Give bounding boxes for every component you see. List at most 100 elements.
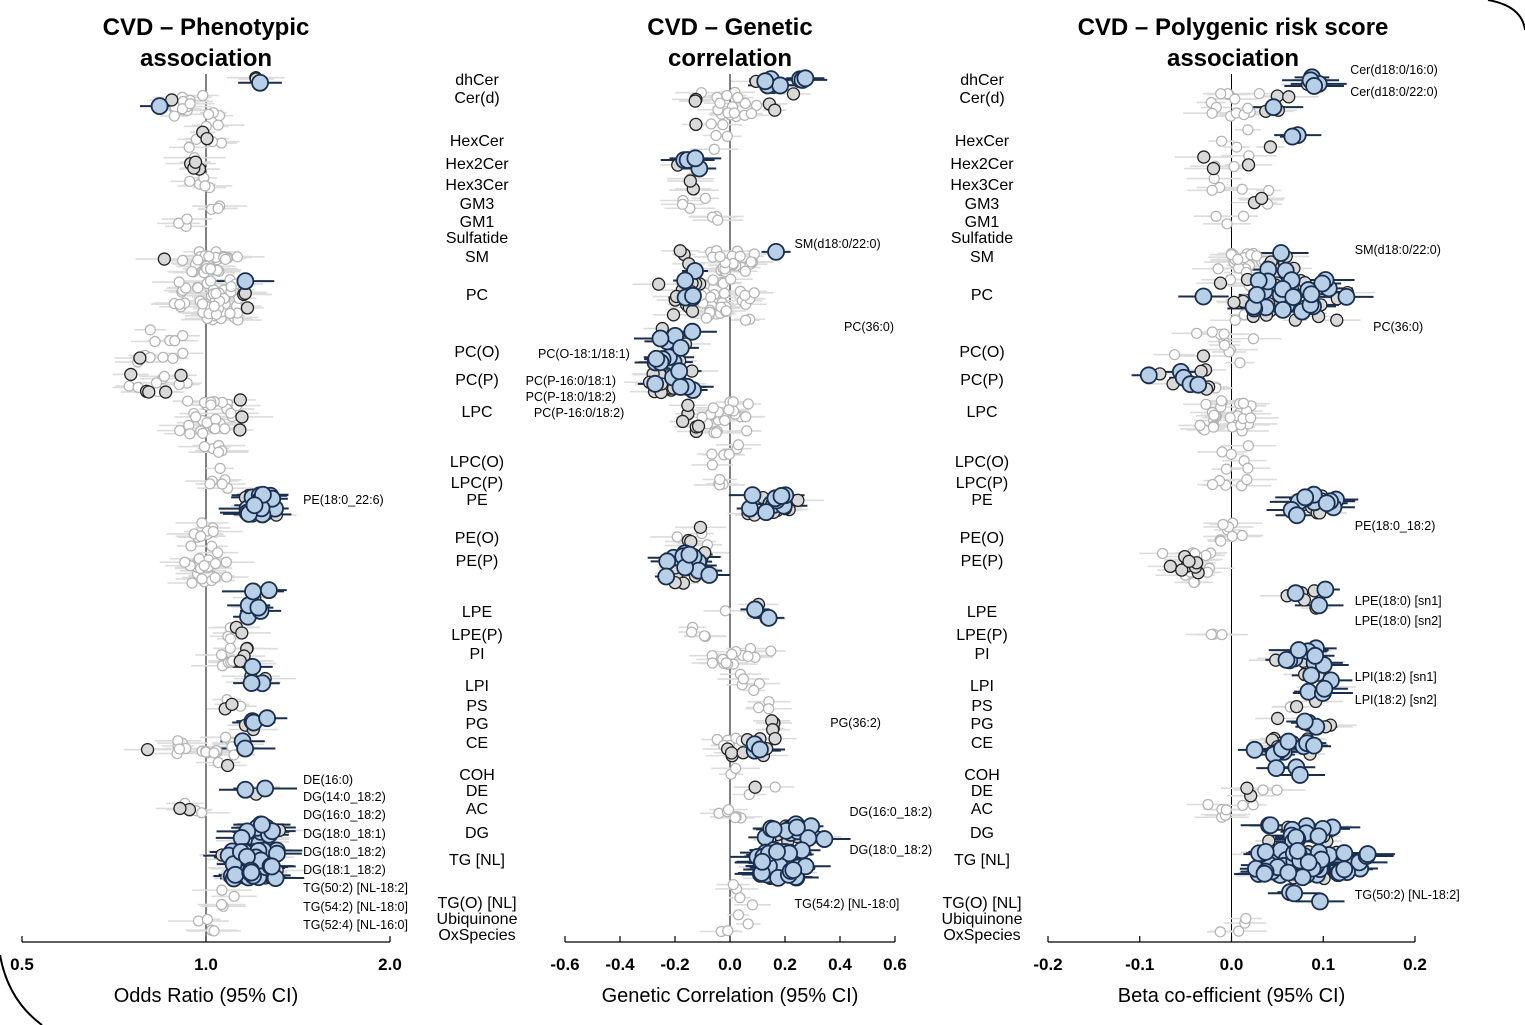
point-not-significant <box>707 402 719 414</box>
point-not-significant <box>192 282 204 294</box>
point-nominal <box>651 277 666 291</box>
class-label-pi: PI <box>469 646 484 663</box>
class-label-lpi: LPI <box>970 678 994 695</box>
panel-title-line: CVD – Polygenic risk score <box>1078 14 1389 41</box>
annotation-pe-18-0-18-2: PE(18:0_18:2) <box>1355 519 1436 533</box>
point-not-significant <box>176 254 189 267</box>
annotation-tg-52-4-nl-16-0: TG(52:4) [NL-16:0] <box>303 918 408 932</box>
point-highlighted <box>757 503 775 522</box>
point-not-significant <box>1205 628 1217 641</box>
point-not-significant <box>1168 349 1181 361</box>
point-not-significant <box>167 352 179 365</box>
point-highlighted <box>1358 845 1377 863</box>
point-highlighted <box>1316 580 1335 599</box>
point-not-significant <box>1156 547 1169 560</box>
class-label-oxspecies: OxSpecies <box>943 927 1020 944</box>
class-label-tg-nl: TG [NL] <box>449 852 505 869</box>
page-edge-curve-bottom-left <box>0 954 43 1025</box>
point-not-significant <box>1191 327 1203 339</box>
point-not-significant <box>210 287 222 299</box>
point-not-significant <box>1218 339 1231 351</box>
point-not-significant <box>197 427 209 439</box>
point-not-significant <box>173 276 185 288</box>
point-not-significant <box>1237 397 1250 409</box>
point-not-significant <box>706 459 718 471</box>
point-not-significant <box>1253 87 1265 100</box>
point-not-significant <box>183 141 195 153</box>
point-not-significant <box>186 577 198 589</box>
point-not-significant <box>196 298 209 310</box>
point-not-significant <box>1226 530 1238 542</box>
x-axis-label: Beta co-efficient (95% CI) <box>1118 985 1346 1007</box>
point-not-significant <box>746 899 759 911</box>
annotation-pc-36-0: PC(36:0) <box>1373 320 1423 334</box>
point-highlighted <box>683 322 702 341</box>
class-label-pc-p: PC(P) <box>455 372 499 389</box>
point-highlighted <box>1291 766 1309 784</box>
point-not-significant <box>209 423 221 435</box>
annotation-tg-54-2-nl-18-0: TG(54:2) [NL-18:0] <box>795 897 900 911</box>
point-highlighted <box>226 865 245 884</box>
class-label-dg: DG <box>970 825 994 842</box>
point-nominal <box>142 385 156 399</box>
point-nominal <box>1163 559 1178 574</box>
point-not-significant <box>723 448 735 460</box>
point-highlighted <box>1317 494 1336 513</box>
point-highlighted <box>236 739 255 758</box>
point-nominal <box>1254 191 1269 206</box>
class-label-pc-p: PC(P) <box>960 372 1004 389</box>
point-not-significant <box>719 414 731 427</box>
point-not-significant <box>224 642 236 654</box>
point-not-significant <box>185 540 197 552</box>
annotation-pe-18-0-22-6: PE(18:0_22:6) <box>303 493 384 507</box>
point-not-significant <box>705 118 717 130</box>
point-not-significant <box>201 913 213 925</box>
class-label-hex2cer: Hex2Cer <box>445 156 509 173</box>
point-not-significant <box>219 253 232 265</box>
point-not-significant <box>722 925 734 937</box>
point-highlighted <box>1299 682 1318 701</box>
annotation-lpi-18-2-sn1: LPI(18:2) [sn1] <box>1355 670 1437 684</box>
point-nominal <box>1175 563 1189 577</box>
point-not-significant <box>741 425 753 437</box>
point-nominal <box>675 414 690 429</box>
x-tick-label: 0.4 <box>828 955 852 974</box>
point-not-significant <box>197 89 209 102</box>
point-nominal <box>689 117 703 132</box>
point-not-significant <box>209 557 222 570</box>
point-not-significant <box>1237 799 1249 811</box>
point-highlighted <box>1306 646 1325 665</box>
point-not-significant <box>203 250 215 262</box>
point-not-significant <box>722 804 735 816</box>
point-not-significant <box>176 103 188 115</box>
class-label-pg: PG <box>465 716 488 733</box>
annotation-dg-16-0-18-2: DG(16:0_18:2) <box>303 808 386 822</box>
point-not-significant <box>742 918 754 930</box>
class-label-tg-o-nl: TG(O) [NL] <box>437 895 516 912</box>
point-highlighted <box>1288 841 1307 860</box>
point-not-significant <box>717 119 729 131</box>
point-not-significant <box>719 605 732 617</box>
point-not-significant <box>1202 798 1214 811</box>
panel-title-line: correlation <box>668 45 792 72</box>
annotation-cer-d18-0-22-0: Cer(d18:0/22:0) <box>1350 85 1438 99</box>
class-label-pe-p: PE(P) <box>961 553 1004 570</box>
point-not-significant <box>723 404 735 416</box>
point-not-significant <box>204 478 216 490</box>
annotation-de-16-0: DE(16:0) <box>303 773 353 787</box>
point-not-significant <box>1206 326 1218 338</box>
point-not-significant <box>212 202 224 215</box>
point-highlighted <box>1189 375 1208 394</box>
panel-polygenic-risk-score: CVD – Polygenic risk score association -0.… <box>1033 14 1459 1007</box>
point-not-significant <box>196 807 208 819</box>
point-not-significant <box>168 110 180 122</box>
x-tick-label: -0.2 <box>1033 955 1062 974</box>
point-highlighted <box>1309 827 1328 846</box>
point-not-significant <box>210 413 222 425</box>
class-label-cer-d: Cer(d) <box>959 90 1004 107</box>
annotation-dg-18-0-18-1: DG(18:0_18:1) <box>303 827 386 841</box>
point-nominal <box>233 423 247 437</box>
point-highlighted <box>771 76 790 95</box>
point-not-significant <box>676 198 689 210</box>
